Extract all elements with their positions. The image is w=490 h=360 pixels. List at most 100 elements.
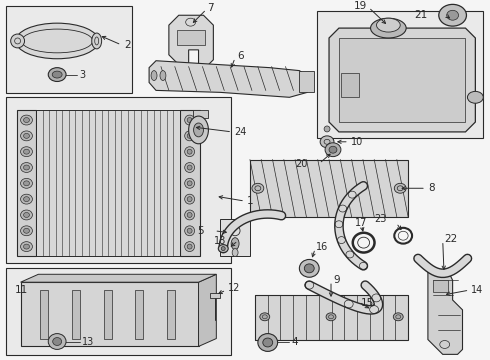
Ellipse shape (21, 226, 32, 236)
Bar (72, 290, 80, 338)
Ellipse shape (21, 210, 32, 220)
Bar (317, 11, 483, 138)
Bar (341, 73, 359, 97)
Bar (6, 6, 132, 93)
Bar (339, 38, 466, 122)
Ellipse shape (48, 68, 66, 81)
Ellipse shape (263, 338, 272, 347)
Ellipse shape (21, 178, 32, 188)
Bar (40, 290, 48, 338)
Text: 4: 4 (292, 337, 298, 347)
Ellipse shape (48, 334, 66, 350)
Ellipse shape (329, 146, 337, 153)
Ellipse shape (439, 4, 466, 26)
Text: 23: 23 (374, 214, 387, 224)
Ellipse shape (151, 71, 157, 81)
Ellipse shape (326, 313, 336, 321)
Text: 16: 16 (316, 242, 328, 252)
Ellipse shape (447, 10, 459, 20)
Polygon shape (169, 15, 213, 69)
Ellipse shape (185, 147, 195, 157)
Ellipse shape (185, 131, 195, 141)
Ellipse shape (53, 338, 62, 346)
Ellipse shape (304, 264, 314, 273)
Text: 14: 14 (471, 285, 484, 295)
Text: 1: 1 (247, 196, 254, 206)
Ellipse shape (325, 143, 341, 157)
Bar (21, 282, 198, 346)
Text: 19: 19 (354, 1, 367, 12)
Ellipse shape (24, 212, 29, 217)
Text: 8: 8 (428, 183, 435, 193)
Ellipse shape (16, 23, 98, 59)
Ellipse shape (185, 194, 195, 204)
Text: 9: 9 (333, 275, 340, 285)
Bar (167, 290, 175, 338)
Ellipse shape (92, 33, 101, 49)
Ellipse shape (187, 212, 192, 217)
Ellipse shape (394, 183, 406, 193)
Ellipse shape (24, 181, 29, 186)
Polygon shape (428, 270, 463, 354)
Ellipse shape (187, 181, 192, 186)
Ellipse shape (189, 116, 208, 144)
Ellipse shape (24, 149, 29, 154)
Ellipse shape (187, 197, 192, 202)
Ellipse shape (24, 134, 29, 138)
Ellipse shape (467, 91, 483, 103)
Ellipse shape (258, 334, 278, 351)
Polygon shape (149, 61, 309, 97)
Bar (180, 110, 199, 256)
Ellipse shape (160, 71, 166, 81)
Ellipse shape (24, 118, 29, 122)
Ellipse shape (11, 34, 24, 48)
Polygon shape (329, 28, 475, 132)
Ellipse shape (232, 248, 238, 256)
Polygon shape (174, 73, 210, 85)
Text: 6: 6 (237, 51, 244, 61)
Text: 21: 21 (415, 10, 428, 20)
Ellipse shape (185, 210, 195, 220)
Ellipse shape (376, 18, 400, 32)
Text: 18: 18 (214, 236, 226, 246)
Bar (6, 268, 231, 355)
Ellipse shape (185, 163, 195, 172)
Bar (299, 71, 314, 93)
Ellipse shape (24, 165, 29, 170)
Ellipse shape (219, 244, 228, 252)
Ellipse shape (393, 313, 403, 321)
Ellipse shape (21, 115, 32, 125)
Ellipse shape (187, 134, 192, 138)
Text: 12: 12 (228, 283, 241, 293)
Text: 11: 11 (15, 285, 28, 295)
Bar (177, 30, 205, 45)
Ellipse shape (187, 149, 192, 154)
Ellipse shape (187, 118, 192, 122)
Bar (167, 65, 216, 73)
Ellipse shape (52, 71, 62, 78)
Text: 17: 17 (355, 218, 367, 228)
Text: 13: 13 (82, 337, 94, 347)
Text: 7: 7 (207, 3, 214, 13)
Ellipse shape (185, 242, 195, 252)
Ellipse shape (21, 163, 32, 172)
Polygon shape (21, 274, 216, 282)
Ellipse shape (221, 247, 225, 251)
Bar (135, 290, 143, 338)
Ellipse shape (24, 228, 29, 233)
Text: 20: 20 (295, 158, 307, 168)
Text: 10: 10 (351, 137, 363, 147)
Bar (433, 280, 448, 292)
Ellipse shape (21, 194, 32, 204)
Ellipse shape (21, 242, 32, 252)
Bar (6, 97, 231, 264)
Ellipse shape (185, 226, 195, 236)
Text: 3: 3 (79, 69, 85, 80)
Bar (103, 290, 112, 338)
Text: 5: 5 (197, 226, 203, 236)
Ellipse shape (194, 123, 203, 137)
Bar (17, 110, 36, 256)
Ellipse shape (24, 244, 29, 249)
Ellipse shape (187, 228, 192, 233)
Ellipse shape (231, 238, 239, 249)
